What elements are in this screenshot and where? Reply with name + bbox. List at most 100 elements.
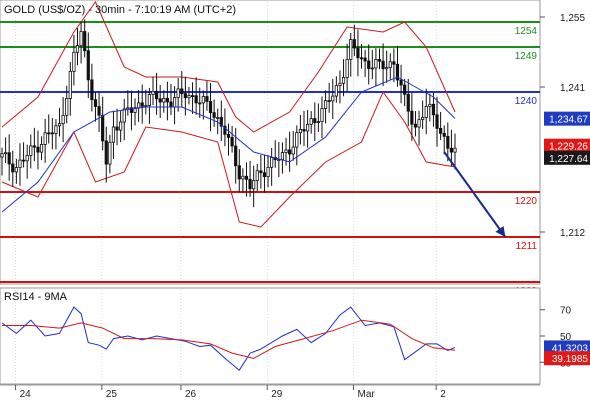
candle-body (388, 61, 392, 68)
candle-body (295, 132, 299, 148)
candle-body (446, 135, 450, 149)
candle-body (417, 119, 421, 128)
time-axis-label: 26 (185, 389, 197, 400)
candle-body (349, 39, 353, 60)
rsi-ma-line (2, 319, 456, 359)
main-panel: 125412491240122012111202 GOLD (US$/OZ) -… (0, 0, 590, 297)
rsi-grid (15, 290, 437, 382)
rsi-axis-label: 70 (560, 306, 572, 317)
candle-body (334, 85, 338, 97)
bollinger-lower-line (1, 90, 456, 228)
candle-body (169, 101, 173, 108)
time-axis-label: 29 (271, 389, 283, 400)
candle-body (86, 50, 90, 81)
candle-body (320, 108, 324, 122)
price-tag-label: 1,229.26 (549, 142, 588, 153)
candle-body (190, 95, 195, 98)
price-axis: 1,255 1,241 1,212 (540, 13, 585, 239)
candle-body (323, 100, 328, 109)
candle-body (108, 141, 112, 165)
candle-body (241, 175, 245, 180)
candle-body (180, 88, 184, 95)
candle-body (352, 39, 356, 49)
candle-body (54, 125, 58, 134)
candle-body (72, 51, 76, 72)
candle-body (284, 149, 288, 153)
rsi-title: RSI14 - 9MA (4, 291, 68, 303)
candle-body (234, 145, 238, 167)
price-tag-label: 1,227.64 (549, 154, 588, 165)
candle-body (237, 165, 241, 180)
candle-body (126, 107, 130, 110)
candle-body (226, 133, 231, 138)
candle-body (413, 123, 418, 128)
candle-body (395, 63, 400, 81)
support-resistance-levels: 125412491240122012111202 (0, 21, 540, 297)
candle-body (165, 97, 169, 103)
price-tags: 1,234.67 1,229.261,227.64 (544, 111, 590, 165)
candle-body (428, 103, 432, 107)
main-chart-title: GOLD (US$/OZ) - 30min - 7:10:19 AM (UTC+… (4, 4, 236, 16)
candle-body (341, 77, 346, 84)
candle-body (147, 94, 152, 106)
candle-body (219, 117, 223, 127)
candle-body (176, 88, 180, 98)
candle-body (21, 159, 26, 162)
candle-body (270, 157, 274, 168)
candle-body (266, 166, 270, 178)
candle-body (137, 102, 141, 109)
candle-body (313, 118, 317, 124)
candle-body (90, 79, 94, 101)
candle-body (442, 132, 446, 137)
candle-body (83, 31, 87, 52)
candle-body (183, 93, 187, 99)
candle-body (309, 118, 313, 125)
candle-body (11, 163, 15, 173)
ma-line (1, 76, 456, 213)
candle-body (101, 114, 105, 142)
bollinger-upper-line (1, 0, 456, 133)
candle-body (399, 79, 403, 86)
rsi-lines (1, 306, 456, 371)
candle-body (39, 143, 44, 153)
candle-body (57, 123, 62, 127)
candle-body (331, 95, 335, 102)
candle-body (29, 145, 33, 156)
candle-body (252, 180, 256, 190)
candle-body (32, 145, 36, 148)
candle-body (61, 114, 65, 125)
candle-body (410, 110, 414, 125)
candle-body (14, 167, 18, 173)
candle-body (172, 97, 177, 108)
level-label: 1240 (515, 96, 538, 107)
rsi-tag-label: 39.1985 (552, 354, 589, 365)
forecast-arrow-shaft (443, 151, 507, 238)
candle-body (201, 96, 205, 104)
candle-body (25, 155, 29, 162)
price-tag-label: 1,234.67 (549, 115, 588, 126)
candle-body (140, 102, 144, 107)
price-tag-box (544, 138, 590, 153)
rsi-line (1, 306, 456, 371)
price-axis-label: 1,241 (560, 83, 585, 94)
level-label: 1220 (515, 196, 538, 207)
level-label: 1211 (515, 241, 537, 252)
time-axis-label: 2 (440, 389, 446, 400)
rsi-axis-label: 50 (560, 332, 572, 343)
candle-body (370, 67, 374, 70)
candle-body (198, 102, 202, 105)
candle-body (65, 98, 69, 116)
candle-body (449, 147, 454, 153)
price-tag-box (544, 111, 590, 126)
candle-body (158, 98, 162, 103)
candle-body (205, 96, 209, 102)
candle-body (104, 140, 108, 165)
candle-body (453, 147, 457, 153)
candlesticks (0, 19, 457, 208)
candle-body (291, 146, 295, 155)
candle-body (298, 129, 303, 134)
rsi-tag-box (544, 340, 590, 355)
price-tag-box (544, 150, 590, 165)
